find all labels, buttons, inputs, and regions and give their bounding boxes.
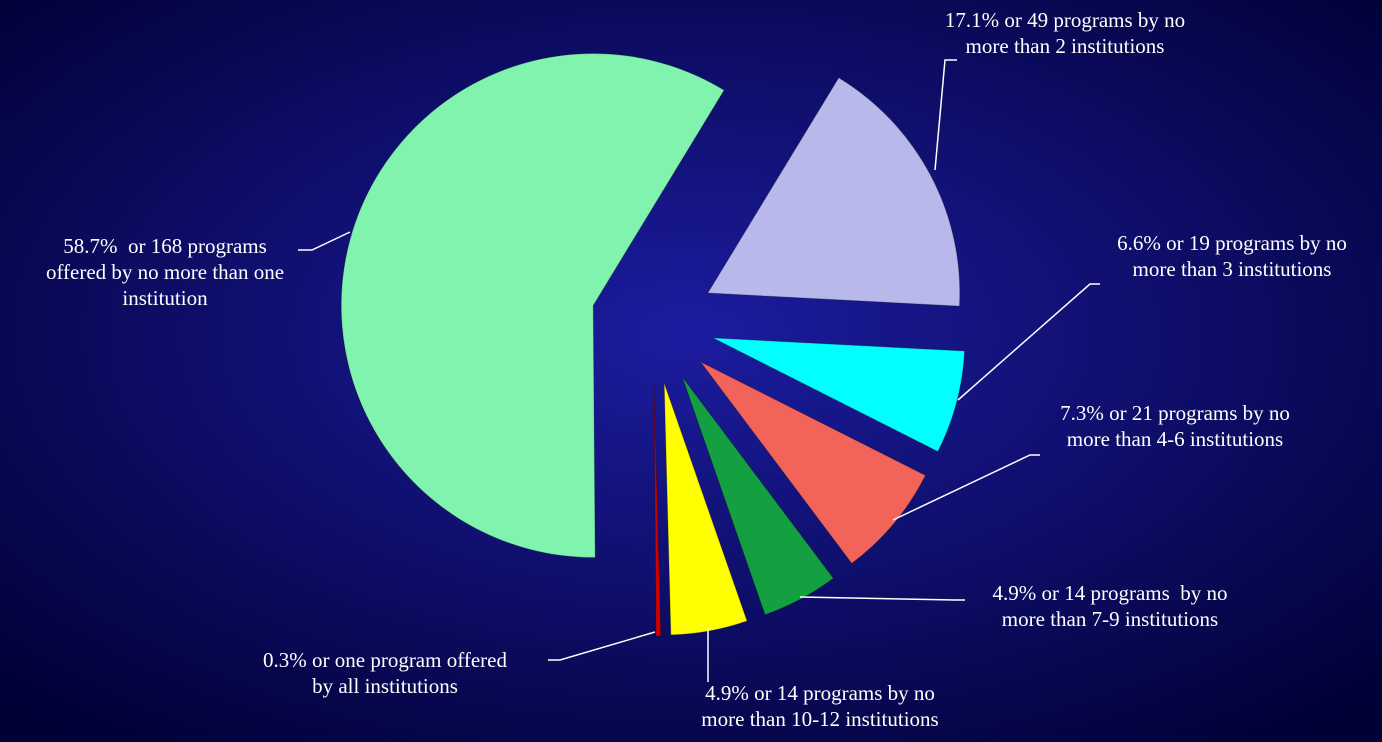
pie-slice <box>706 77 961 307</box>
leader-line <box>934 59 957 171</box>
pie-slice <box>700 361 927 565</box>
data-label: 0.3% or one program offered by all instit… <box>263 648 507 698</box>
data-label: 58.7% or 168 programs offered by no more … <box>46 234 284 310</box>
data-label: 17.1% or 49 programs by no more than 2 in… <box>945 8 1185 58</box>
pie-slice <box>712 337 966 453</box>
data-label: 6.6% or 19 programs by no more than 3 ins… <box>1117 231 1347 281</box>
pie-slice <box>663 382 748 636</box>
data-label: 4.9% or 14 programs by no more than 7-9 i… <box>992 581 1227 631</box>
leader-line <box>892 454 1040 521</box>
leader-line <box>298 231 351 251</box>
data-label: 4.9% or 14 programs by no more than 10-12… <box>701 681 938 731</box>
pie-slice <box>653 383 662 637</box>
leader-line <box>799 596 965 601</box>
leader-line <box>548 631 656 661</box>
pie-slice <box>340 53 725 559</box>
leader-line <box>957 283 1100 401</box>
data-label: 7.3% or 21 programs by no more than 4-6 i… <box>1060 401 1290 451</box>
pie-slice <box>681 376 835 616</box>
